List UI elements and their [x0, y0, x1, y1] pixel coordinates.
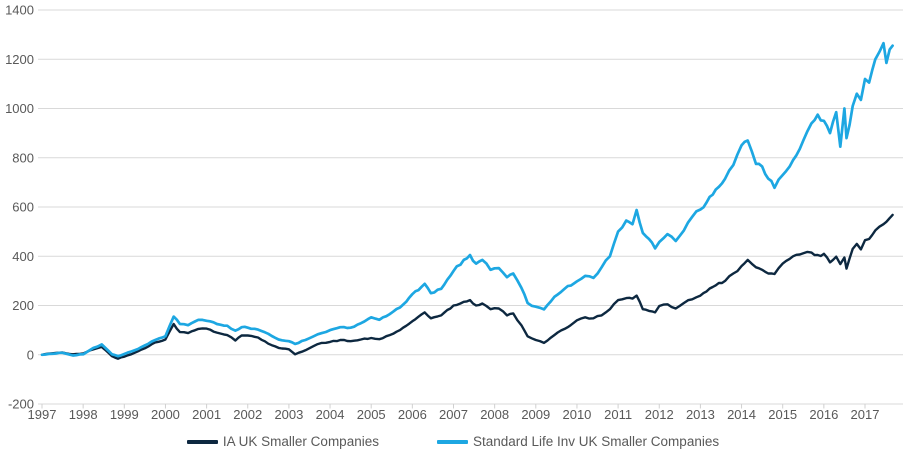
series-line-ia-uk-smaller-companies — [40, 213, 894, 360]
legend-swatch-ia-line — [186, 439, 218, 444]
x-axis-tick-label: 2009 — [521, 407, 550, 422]
series-line-standard-life-inv — [40, 41, 894, 358]
x-axis-tick-label: 2001 — [192, 407, 221, 422]
x-axis-tick-label: 2000 — [151, 407, 180, 422]
legend-item-standard-life-inv: Standard Life Inv UK Smaller Companies — [436, 434, 720, 449]
x-axis-tick-label: 1999 — [110, 407, 139, 422]
x-axis-tick-label: 2013 — [686, 407, 715, 422]
x-axis-tick-label: 2007 — [439, 407, 468, 422]
x-axis-tick-label: 2011 — [604, 407, 632, 422]
x-axis-tick-label: 2015 — [768, 407, 797, 422]
x-axis-tick-label: 2014 — [727, 407, 756, 422]
legend-label-ia: IA UK Smaller Companies — [222, 434, 379, 449]
y-axis-tick-label: -200 — [8, 397, 34, 412]
x-axis-tick-label: 2010 — [562, 407, 591, 422]
x-axis-tick-label: 2008 — [480, 407, 509, 422]
x-axis-tick-label: 2017 — [851, 407, 880, 422]
y-axis-tick-label: 800 — [12, 150, 34, 165]
x-axis-tick-label: 2005 — [357, 407, 386, 422]
y-axis-tick-label: 0 — [27, 347, 34, 362]
legend-swatch-standard-life-line — [436, 439, 468, 444]
y-axis-tick-label: 600 — [12, 200, 34, 215]
y-axis-tick-label: 1000 — [5, 101, 34, 116]
legend-label-standard-life: Standard Life Inv UK Smaller Companies — [472, 434, 720, 449]
x-axis-tick-label: 2003 — [274, 407, 303, 422]
x-axis-tick-label: 2002 — [233, 407, 262, 422]
chart-legend: IA UK Smaller Companies Standard Life In… — [0, 434, 906, 449]
y-axis-tick-label: 400 — [12, 249, 34, 264]
y-axis-tick-label: 1400 — [5, 3, 34, 18]
y-axis-tick-label: 200 — [12, 298, 34, 313]
x-axis-tick-label: 2012 — [645, 407, 674, 422]
y-axis-tick-label: 1200 — [5, 52, 34, 67]
legend-item-ia-uk-smaller-companies: IA UK Smaller Companies — [186, 434, 379, 449]
x-axis-tick-label: 2006 — [398, 407, 427, 422]
x-axis-tick-label: 2004 — [316, 407, 345, 422]
x-axis-tick-label: 1997 — [28, 407, 57, 422]
x-axis-tick-label: 1998 — [69, 407, 98, 422]
x-axis-tick-label: 2016 — [809, 407, 838, 422]
